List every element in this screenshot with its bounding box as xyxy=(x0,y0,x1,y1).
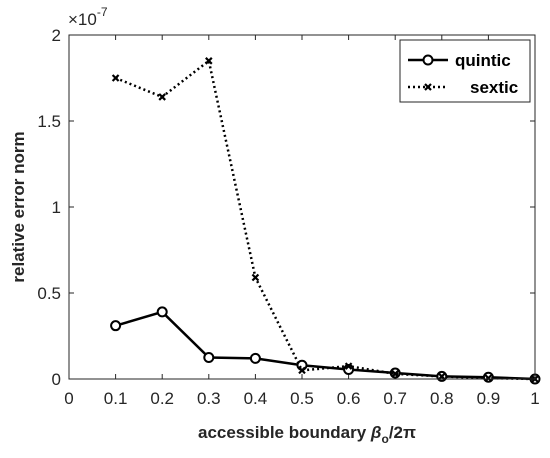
data-point-sextic xyxy=(391,370,399,378)
data-point-sextic xyxy=(438,372,446,381)
data-point-sextic xyxy=(158,93,166,101)
tick-labels: 0 0.1 0.2 0.3 0.4 0.5 0.6 0.7 0.8 0.9 1 0 0.5 1 1.5 2 xyxy=(37,26,539,408)
series-line-quintic xyxy=(115,310,536,381)
legend-label-sextic: sextic xyxy=(470,78,518,97)
data-point-quintic xyxy=(110,320,122,332)
data-point-sextic xyxy=(111,74,120,82)
legend-label-quintic: quintic xyxy=(455,51,511,70)
series-layer xyxy=(110,57,541,385)
legend-marker-quintic xyxy=(422,54,434,66)
x-tick-label: 0.8 xyxy=(430,389,454,408)
legend-x-marker xyxy=(424,83,432,91)
data-point-sextic xyxy=(344,362,353,370)
x-tick-label: 0 xyxy=(64,389,73,408)
x-tick-label: 0.9 xyxy=(477,389,501,408)
y-tick-label: 1 xyxy=(52,198,61,217)
data-point-quintic xyxy=(249,352,261,364)
data-point-sextic xyxy=(205,57,213,65)
x-tick-label: 0.4 xyxy=(244,389,268,408)
x-tick-label: 0.3 xyxy=(197,389,221,408)
y-tick-label: 0.5 xyxy=(37,284,61,303)
y-exponent-label: ×10-7 xyxy=(68,5,108,29)
y-axis-label: relative error norm xyxy=(9,131,28,282)
x-tick-label: 0.7 xyxy=(383,389,407,408)
y-tick-label: 0 xyxy=(52,370,61,389)
data-point-quintic xyxy=(203,352,215,363)
data-point-sextic xyxy=(484,374,493,382)
data-point-quintic xyxy=(156,306,168,318)
y-tick-label: 1.5 xyxy=(37,112,61,131)
legend-box xyxy=(399,39,531,103)
x-tick-label: 0.5 xyxy=(290,389,314,408)
series-line-sextic xyxy=(115,58,536,381)
plot-frame xyxy=(68,34,536,380)
x-tick-label: 0.1 xyxy=(104,389,128,408)
legend-marker-sextic xyxy=(424,83,432,91)
data-point-sextic xyxy=(298,366,306,375)
x-tick-label: 0.6 xyxy=(337,389,361,408)
data-point-sextic xyxy=(251,273,260,282)
x-tick-label: 0.2 xyxy=(150,389,174,408)
x-axis-label: accessible boundary βo/2π xyxy=(198,423,416,446)
x-tick-label: 1 xyxy=(530,389,539,408)
y-tick-label: 2 xyxy=(52,26,61,45)
legend: quintic sextic xyxy=(399,39,531,103)
